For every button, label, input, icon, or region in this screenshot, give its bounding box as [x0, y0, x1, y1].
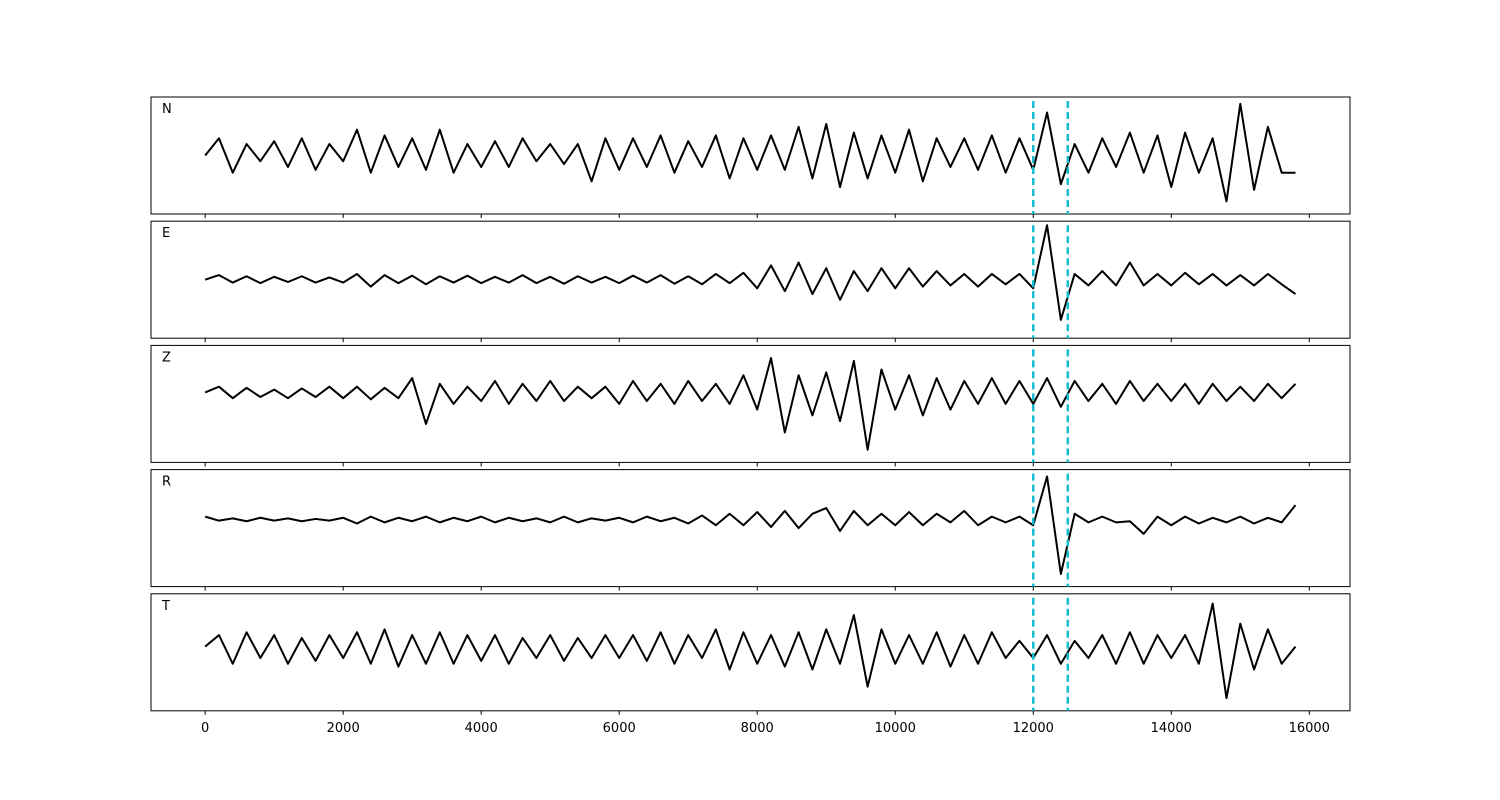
panel-label: N [162, 102, 172, 117]
panel-frame [150, 469, 1351, 588]
trace [204, 475, 1297, 575]
x-tick-label: 16000 [1289, 721, 1330, 736]
panel-label: T [161, 599, 170, 614]
x-tick-label: 4000 [465, 721, 498, 736]
trace [204, 602, 1297, 700]
x-tick-label: 14000 [1151, 721, 1192, 736]
panel-frame [150, 96, 1351, 215]
panel-label: R [162, 475, 171, 490]
panel-frame [150, 593, 1351, 712]
x-tick-label: 2000 [327, 721, 360, 736]
panel-frame [150, 220, 1351, 339]
trace [204, 102, 1296, 203]
x-tick-label: 0 [201, 721, 209, 736]
trace [204, 224, 1297, 321]
panel-label: Z [162, 350, 171, 365]
panel-frame [150, 344, 1351, 463]
x-tick-label: 10000 [875, 721, 916, 736]
trace [204, 357, 1297, 451]
x-tick-label: 8000 [741, 721, 774, 736]
x-tick-label: 12000 [1013, 721, 1054, 736]
panel-label: E [162, 226, 170, 241]
x-tick-label: 6000 [603, 721, 636, 736]
